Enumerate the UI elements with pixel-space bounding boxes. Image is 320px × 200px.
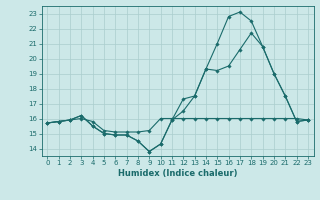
X-axis label: Humidex (Indice chaleur): Humidex (Indice chaleur) — [118, 169, 237, 178]
